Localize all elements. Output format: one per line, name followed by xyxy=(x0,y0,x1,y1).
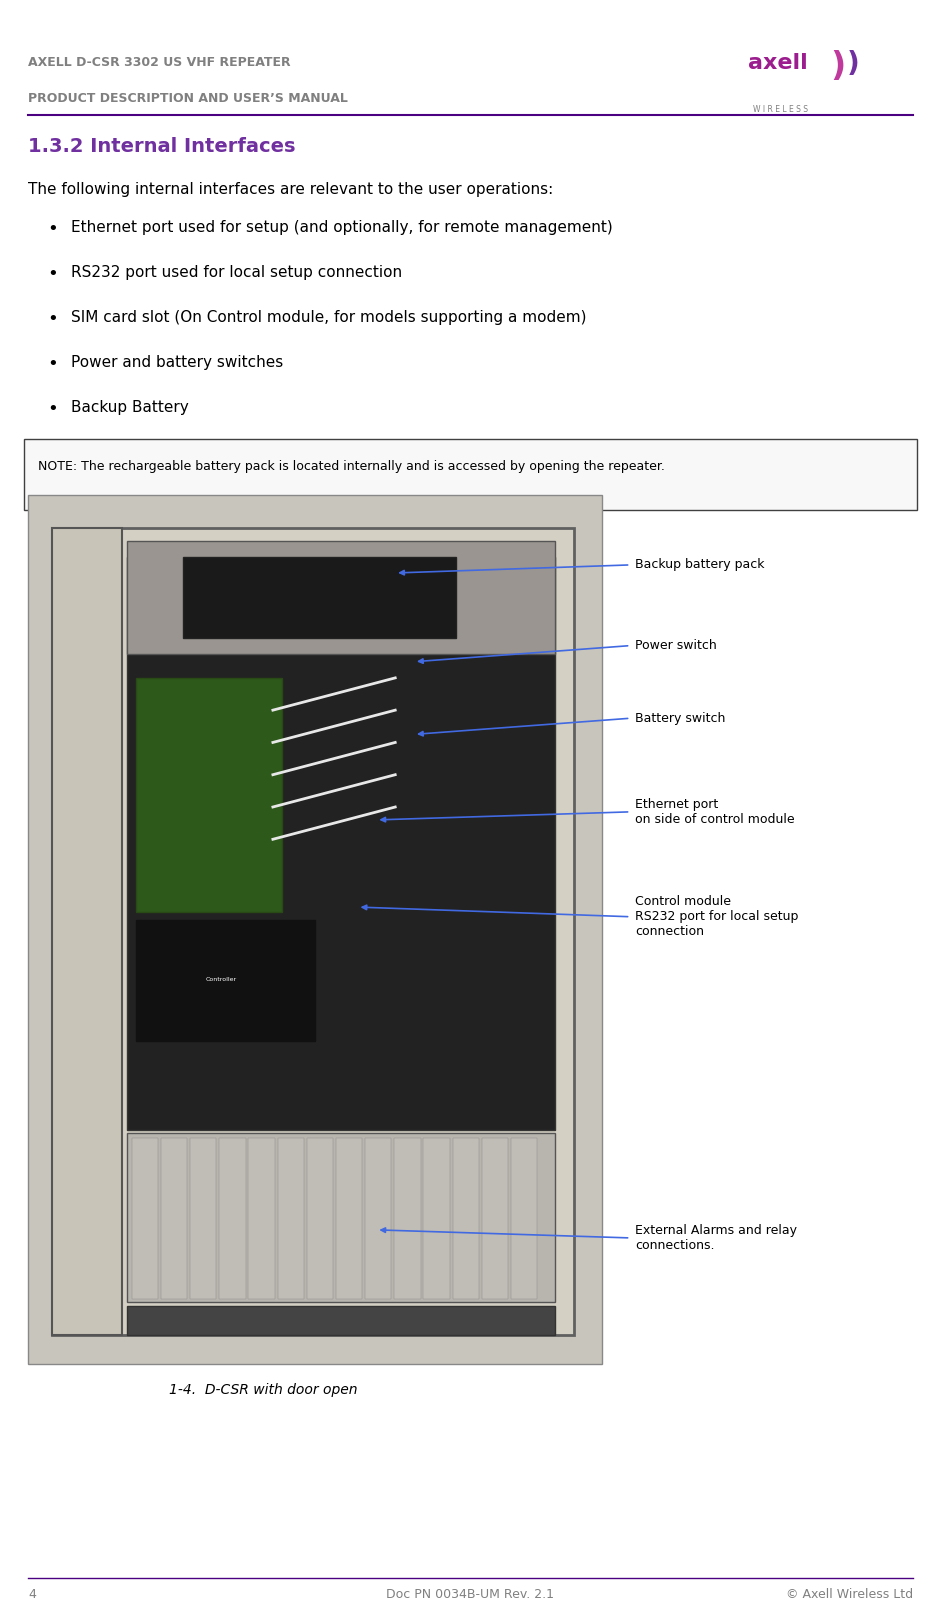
Bar xyxy=(511,1138,537,1299)
Text: 4: 4 xyxy=(28,1588,36,1601)
Text: PRODUCT DESCRIPTION AND USER’S MANUAL: PRODUCT DESCRIPTION AND USER’S MANUAL xyxy=(28,92,348,105)
Bar xyxy=(127,1133,555,1302)
Text: RS232 port used for local setup connection: RS232 port used for local setup connecti… xyxy=(71,265,402,279)
Bar xyxy=(183,557,456,638)
Text: •: • xyxy=(47,400,57,418)
Text: Power switch: Power switch xyxy=(635,639,717,652)
Bar xyxy=(127,557,555,1130)
Text: axell: axell xyxy=(748,53,807,73)
Bar xyxy=(127,1306,555,1335)
Text: Power and battery switches: Power and battery switches xyxy=(71,355,283,370)
Text: External Alarms and relay
connections.: External Alarms and relay connections. xyxy=(635,1223,797,1252)
Text: NOTE: The rechargeable battery pack is located internally and is accessed by ope: NOTE: The rechargeable battery pack is l… xyxy=(38,460,664,473)
Text: Control module
RS232 port for local setup
connection: Control module RS232 port for local setu… xyxy=(635,896,799,938)
Text: Ethernet port
on side of control module: Ethernet port on side of control module xyxy=(635,797,795,826)
Bar xyxy=(307,1138,333,1299)
Text: AXELL D-CSR 3302 US VHF REPEATER: AXELL D-CSR 3302 US VHF REPEATER xyxy=(28,56,291,69)
Bar xyxy=(423,1138,450,1299)
Text: ): ) xyxy=(830,50,845,82)
Bar xyxy=(52,528,122,1335)
Bar xyxy=(248,1138,275,1299)
Bar xyxy=(365,1138,391,1299)
Text: •: • xyxy=(47,310,57,328)
Bar xyxy=(28,495,602,1364)
Text: 1-4.  D-CSR with door open: 1-4. D-CSR with door open xyxy=(169,1383,358,1398)
Bar xyxy=(190,1138,216,1299)
Text: Backup battery pack: Backup battery pack xyxy=(635,558,765,571)
FancyBboxPatch shape xyxy=(24,439,917,510)
Bar xyxy=(336,1138,362,1299)
Bar xyxy=(161,1138,187,1299)
Text: Ethernet port used for setup (and optionally, for remote management): Ethernet port used for setup (and option… xyxy=(71,220,613,234)
Text: W I R E L E S S: W I R E L E S S xyxy=(753,105,807,115)
Text: •: • xyxy=(47,265,57,282)
Text: 1.3.2 Internal Interfaces: 1.3.2 Internal Interfaces xyxy=(28,137,295,157)
Text: Backup Battery: Backup Battery xyxy=(71,400,188,415)
Text: Controller: Controller xyxy=(205,976,237,983)
Text: SIM card slot (On Control module, for models supporting a modem): SIM card slot (On Control module, for mo… xyxy=(71,310,586,324)
Bar xyxy=(132,1138,158,1299)
Text: © Axell Wireless Ltd: © Axell Wireless Ltd xyxy=(786,1588,913,1601)
Bar xyxy=(136,678,282,912)
Bar xyxy=(136,920,315,1041)
Text: The following internal interfaces are relevant to the user operations:: The following internal interfaces are re… xyxy=(28,182,553,197)
Bar xyxy=(482,1138,508,1299)
Bar xyxy=(219,1138,246,1299)
Text: •: • xyxy=(47,355,57,373)
Text: Doc PN 0034B-UM Rev. 2.1: Doc PN 0034B-UM Rev. 2.1 xyxy=(387,1588,554,1601)
Text: •: • xyxy=(47,220,57,237)
Bar xyxy=(127,541,555,654)
Text: Battery switch: Battery switch xyxy=(635,712,726,725)
Bar xyxy=(278,1138,304,1299)
Text: ): ) xyxy=(847,50,860,77)
Bar xyxy=(394,1138,421,1299)
Bar xyxy=(52,528,574,1335)
Bar xyxy=(453,1138,479,1299)
